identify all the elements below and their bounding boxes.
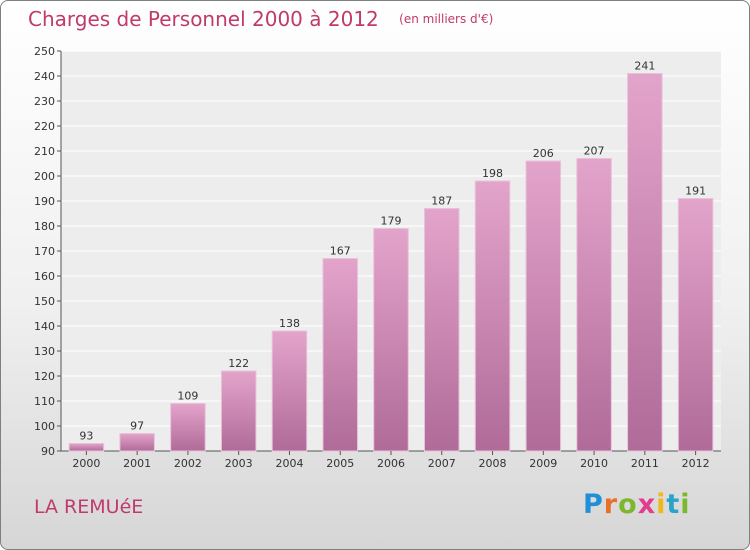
unit-text: (en milliers d'€)	[399, 12, 494, 26]
bar-2009	[525, 160, 562, 452]
y-tick-label: 220	[34, 120, 55, 133]
bar-2012	[677, 198, 714, 452]
y-tick-label: 130	[34, 345, 55, 358]
y-tick-label: 180	[34, 220, 55, 233]
data-label-2000: 93	[79, 430, 93, 443]
x-tick-label-2009: 2009	[529, 457, 557, 470]
y-tick-label: 190	[34, 195, 55, 208]
logo-letter: P	[583, 489, 604, 520]
x-tick-label-2007: 2007	[428, 457, 456, 470]
proxiti-logo: Proxiti	[583, 489, 691, 520]
x-tick-label-2004: 2004	[275, 457, 303, 470]
x-tick-label-2006: 2006	[377, 457, 405, 470]
data-label-2004: 138	[279, 317, 300, 330]
x-tick-label-2012: 2012	[682, 457, 710, 470]
y-tick-label: 140	[34, 320, 55, 333]
data-label-2005: 167	[330, 245, 351, 258]
data-label-2012: 191	[685, 185, 706, 198]
bar-2002	[170, 403, 206, 452]
logo-letter: r	[603, 489, 619, 520]
data-label-2006: 179	[381, 215, 402, 228]
data-label-2011: 241	[634, 60, 655, 73]
data-label-2002: 109	[177, 390, 198, 403]
chart-title: Charges de Personnel 2000 à 2012 (en mil…	[28, 7, 493, 31]
bar-2003	[220, 370, 257, 452]
logo-letter: x	[637, 489, 657, 520]
data-label-2007: 187	[431, 195, 452, 208]
data-label-2010: 207	[584, 145, 605, 158]
y-tick-label: 170	[34, 245, 55, 258]
y-tick-label: 90	[41, 445, 55, 458]
logo-letter: t	[666, 489, 681, 520]
bar-2001	[119, 433, 155, 452]
y-tick-label: 110	[34, 395, 55, 408]
bar-2000	[68, 443, 105, 452]
y-tick-label: 160	[34, 270, 55, 283]
bar-2007	[424, 208, 460, 452]
y-tick-label: 240	[34, 70, 55, 83]
data-label-2001: 97	[130, 420, 144, 433]
x-tick-label-2005: 2005	[326, 457, 354, 470]
y-tick-label: 150	[34, 295, 55, 308]
y-tick-label: 100	[34, 420, 55, 433]
data-label-2003: 122	[228, 357, 249, 370]
location-label: LA REMUéE	[34, 496, 144, 518]
data-label-2008: 198	[482, 167, 503, 180]
x-tick-label-2003: 2003	[225, 457, 253, 470]
bar-2004	[271, 330, 308, 452]
logo-letter: i	[656, 489, 667, 520]
x-tick-label-2008: 2008	[479, 457, 507, 470]
y-tick-label: 120	[34, 370, 55, 383]
y-tick-label: 230	[34, 95, 55, 108]
y-tick-label: 250	[34, 45, 55, 58]
logo-letter: i	[680, 489, 691, 520]
x-tick-label-2000: 2000	[72, 457, 100, 470]
bar-2006	[373, 228, 409, 452]
y-tick-label: 200	[34, 170, 55, 183]
x-tick-label-2001: 2001	[123, 457, 151, 470]
x-tick-label-2002: 2002	[174, 457, 202, 470]
bar-2008	[474, 180, 511, 452]
data-label-2009: 206	[533, 147, 554, 160]
x-tick-label-2010: 2010	[580, 457, 608, 470]
bar-2011	[627, 73, 663, 452]
logo-letter: o	[618, 489, 638, 520]
bar-2005	[322, 258, 358, 452]
bar-2010	[576, 158, 612, 452]
title-text: Charges de Personnel 2000 à 2012	[28, 7, 379, 31]
x-tick-label-2011: 2011	[631, 457, 659, 470]
y-tick-label: 210	[34, 145, 55, 158]
